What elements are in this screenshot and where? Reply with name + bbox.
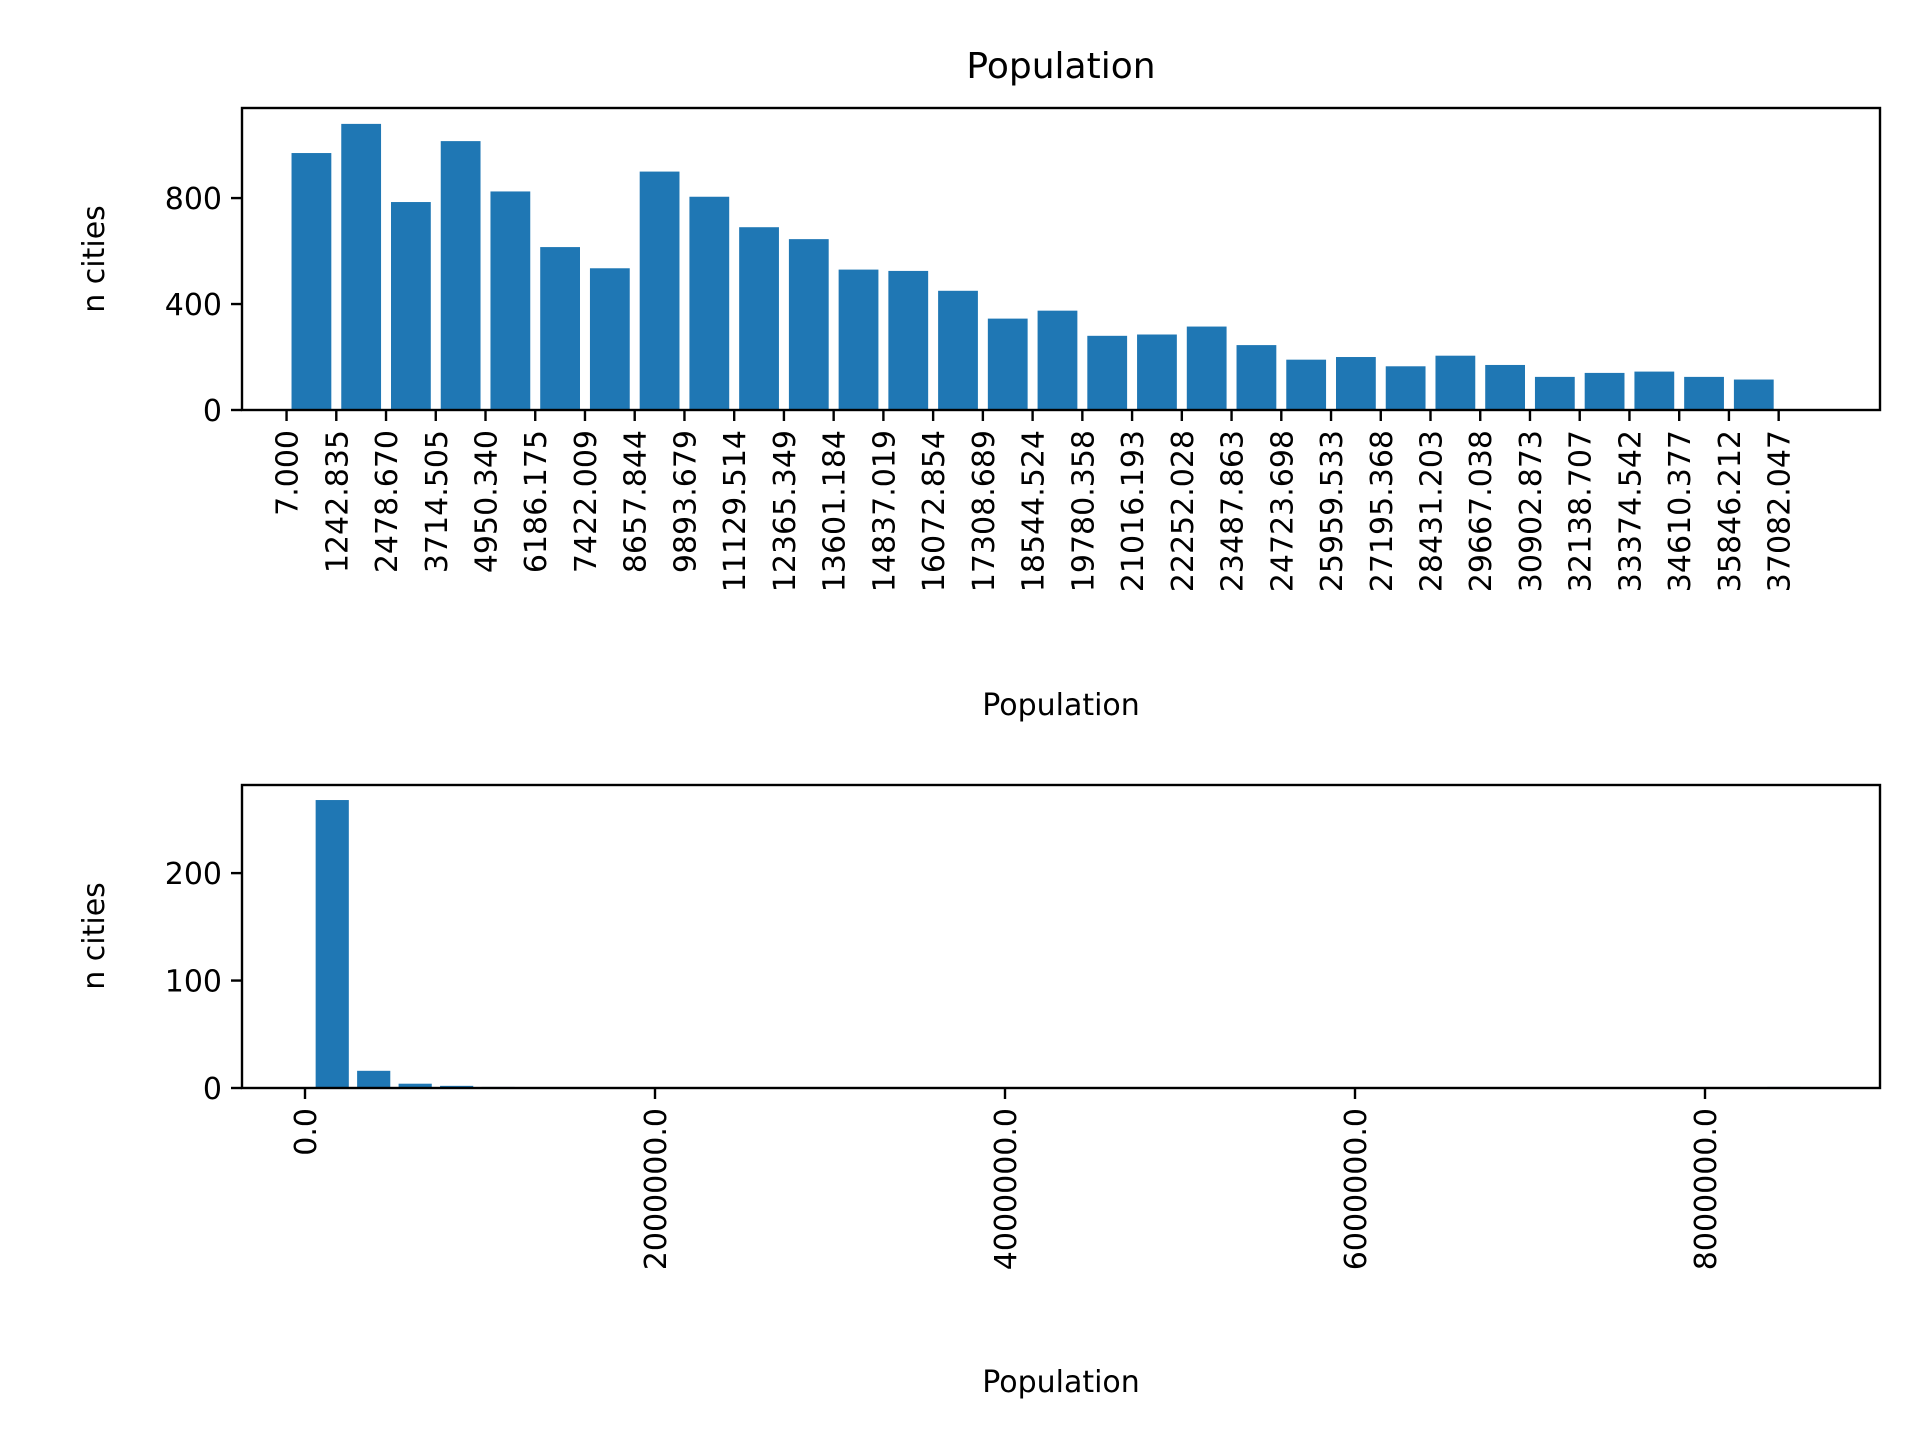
bottom-y-axis: 0 100 200 (165, 857, 242, 1107)
top-y-axis: 0 400 800 (165, 182, 242, 429)
bar-top-14 (987, 318, 1028, 410)
top-histogram-panel: Population 0 400 800 7.000 1242.835 2478.670… (77, 46, 1882, 723)
x-tick-label: 6186.175 (519, 430, 554, 573)
bar-top-2 (391, 202, 431, 410)
y-tick-label: 100 (165, 965, 222, 1000)
bottom-x-axis-label: Population (982, 1365, 1140, 1400)
x-tick-label: 6000000.0 (1339, 1108, 1374, 1270)
x-tick-label: 18544.524 (1017, 430, 1052, 592)
bar-top-17 (1137, 334, 1177, 410)
x-tick-label: 24723.698 (1265, 430, 1300, 592)
x-tick-label: 7422.009 (569, 430, 604, 573)
bar-top-9 (739, 227, 779, 410)
y-tick-label: 200 (165, 857, 222, 892)
bar-bottom-2 (398, 1083, 432, 1088)
bar-top-27 (1634, 371, 1675, 410)
bar-top-25 (1534, 376, 1575, 410)
x-tick-label: 29667.038 (1464, 430, 1499, 592)
top-bars (291, 123, 1774, 411)
top-y-axis-label: n cities (77, 205, 112, 313)
x-tick-label: 13601.184 (818, 430, 853, 592)
bottom-plot-frame (240, 783, 1882, 1090)
x-tick-label: 1242.835 (320, 430, 355, 573)
bar-top-18 (1186, 326, 1227, 410)
x-tick-label: 19780.358 (1066, 430, 1101, 592)
bar-top-28 (1684, 376, 1724, 410)
x-tick-label: 35846.212 (1713, 430, 1748, 592)
bar-bottom-1 (357, 1070, 391, 1088)
x-tick-label: 17308.689 (967, 430, 1002, 592)
x-tick-label: 4950.340 (470, 430, 505, 573)
bar-top-8 (689, 196, 730, 410)
x-tick-label: 32138.707 (1564, 430, 1599, 592)
bar-top-12 (888, 270, 929, 410)
bar-top-3 (440, 141, 481, 411)
top-x-axis: 7.000 1242.835 2478.670 3714.505 4950.340 618… (271, 410, 1798, 592)
x-tick-label: 21016.193 (1116, 430, 1151, 592)
x-tick-label: 2000000.0 (639, 1108, 674, 1270)
x-tick-label: 16072.854 (917, 430, 952, 592)
x-tick-label: 33374.542 (1613, 430, 1648, 592)
x-tick-label: 7.000 (271, 430, 306, 516)
bar-top-6 (589, 268, 630, 410)
x-tick-label: 14837.019 (867, 430, 902, 592)
x-tick-label: 22252.028 (1166, 430, 1201, 592)
bar-top-10 (788, 239, 829, 410)
chart-title: Population (966, 46, 1155, 87)
x-tick-label: 28431.203 (1415, 430, 1450, 592)
x-tick-label: 4000000.0 (989, 1108, 1024, 1270)
bar-top-26 (1584, 372, 1625, 410)
y-tick-label: 800 (165, 182, 222, 217)
bar-top-21 (1336, 357, 1376, 410)
x-tick-label: 8000000.0 (1689, 1108, 1724, 1270)
x-tick-label: 11129.514 (718, 430, 753, 592)
x-tick-label: 37082.047 (1763, 430, 1798, 592)
x-tick-label: 8657.844 (619, 430, 654, 573)
bar-top-7 (639, 171, 680, 410)
x-tick-label: 34610.377 (1663, 430, 1698, 592)
bar-top-0 (291, 153, 332, 411)
y-tick-label: 0 (203, 394, 222, 429)
bar-top-16 (1087, 335, 1128, 410)
x-tick-label: 27195.368 (1365, 430, 1400, 592)
bottom-x-axis: 0.0 2000000.0 4000000.0 6000000.0 8000000.0 (289, 1088, 1724, 1270)
bottom-bars (315, 800, 1801, 1088)
x-tick-label: 3714.505 (420, 430, 455, 573)
bar-top-13 (938, 290, 978, 410)
x-tick-label: 25959.533 (1315, 430, 1350, 592)
bar-top-24 (1485, 364, 1525, 410)
x-tick-label: 9893.679 (668, 430, 703, 573)
bar-top-4 (490, 191, 531, 410)
top-x-axis-label: Population (982, 688, 1140, 723)
bottom-histogram-panel: 0 100 200 0.0 2000000.0 4000000.0 6000000.0 80… (77, 783, 1882, 1400)
bar-top-1 (341, 123, 382, 410)
bar-top-20 (1286, 359, 1327, 410)
x-tick-label: 30902.873 (1514, 430, 1549, 592)
bar-bottom-0 (315, 800, 349, 1088)
top-plot-frame (240, 106, 1882, 412)
bar-top-15 (1037, 310, 1078, 410)
bar-top-22 (1385, 366, 1426, 410)
y-tick-label: 0 (203, 1072, 222, 1107)
bar-top-19 (1236, 345, 1277, 410)
x-tick-label: 0.0 (289, 1108, 324, 1156)
x-tick-label: 23487.863 (1216, 430, 1251, 592)
bottom-y-axis-label: n cities (77, 882, 112, 990)
x-tick-label: 12365.349 (768, 430, 803, 592)
bar-top-5 (540, 247, 580, 410)
y-tick-label: 400 (165, 288, 222, 323)
bar-top-11 (838, 269, 879, 410)
bar-top-29 (1733, 379, 1774, 410)
bar-top-23 (1435, 355, 1476, 410)
x-tick-label: 2478.670 (370, 430, 405, 573)
